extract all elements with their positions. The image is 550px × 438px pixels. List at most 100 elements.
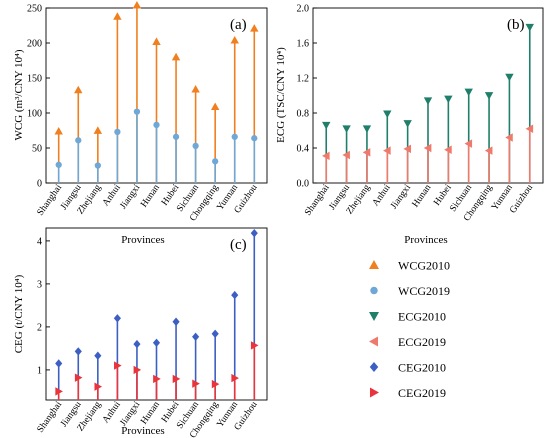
panel-a-label: (a) — [230, 17, 247, 33]
y-tick-label: 50 — [32, 144, 42, 155]
marker-ceg2010 — [211, 329, 219, 338]
marker-ecg2010 — [403, 120, 412, 128]
marker-ceg2019 — [133, 365, 142, 375]
marker-ecg2019 — [484, 146, 493, 155]
marker-ecg2019 — [342, 150, 350, 160]
x-tick-label: Hunan — [411, 183, 434, 210]
panel-c-label: (c) — [230, 237, 247, 253]
y-tick-label: 4 — [37, 236, 42, 247]
marker-wcg2019 — [94, 162, 101, 169]
marker-ecg2010 — [362, 125, 372, 133]
legend-item-ecg2010: ECG2010 — [369, 310, 446, 324]
y-tick-label: 0.0 — [297, 179, 310, 190]
marker-wcg2010 — [191, 85, 200, 93]
marker-ecg2019 — [423, 143, 432, 153]
y-tick-label: 2 — [37, 322, 42, 333]
x-tick-label: Hunan — [139, 183, 162, 210]
marker-ceg2010 — [172, 317, 180, 326]
x-tick-label: Hunan — [139, 400, 162, 427]
marker-wcg2010 — [132, 1, 142, 9]
marker-ecg2019 — [525, 124, 534, 133]
x-tick-label: Shanghai — [36, 400, 65, 435]
marker-ceg2019 — [114, 361, 122, 370]
marker-ecg2010 — [322, 121, 331, 130]
y-tick-label: 100 — [27, 109, 42, 120]
marker-ceg2019 — [192, 379, 200, 388]
legend-item-wcg2019: WCG2019 — [370, 284, 450, 298]
marker-ceg2010 — [94, 351, 102, 360]
x-tick-label: Jiangxi — [389, 183, 413, 212]
y-tick-label: 3 — [37, 279, 42, 290]
y-tick-label: 1 — [37, 365, 42, 376]
legend-label: WCG2010 — [398, 259, 450, 273]
marker-wcg2010 — [171, 52, 181, 61]
marker-ceg2019 — [231, 373, 239, 383]
marker-wcg2019 — [114, 128, 121, 136]
panel-a-xlabel: Provinces — [121, 234, 164, 246]
panel-b-xlabel: Provinces — [404, 234, 447, 246]
y-tick-label: 250 — [27, 4, 42, 15]
marker-wcg2010 — [250, 24, 259, 32]
y-tick-label: 0.8 — [297, 109, 310, 120]
chart-panel-a: (a) Provinces WCG (m³/CNY 10⁴) 0 50 100 150… — [13, 1, 268, 246]
marker-wcg2010 — [230, 36, 239, 44]
marker-ecg2019 — [505, 133, 513, 142]
legend-marker — [369, 312, 379, 321]
legend-label: ECG2019 — [398, 335, 446, 349]
marker-ceg2019 — [153, 374, 161, 384]
marker-wcg2010 — [210, 102, 220, 111]
y-tick-label: 0.4 — [297, 144, 310, 155]
legend-label: WCG2019 — [398, 284, 450, 298]
y-tick-label: 1.2 — [297, 74, 310, 85]
marker-wcg2010 — [93, 126, 103, 134]
legend-marker — [370, 286, 378, 295]
panel-c-ylabel: CEG (t/CNY 10⁴) — [13, 274, 25, 353]
panel-c-xlabel: Provinces — [121, 425, 164, 437]
chart-panel-b: (b) Provinces ECG (TSC/CNY 10⁴) 0.0 0.4 0.… — [275, 4, 544, 246]
marker-wcg2019 — [192, 142, 199, 150]
marker-ceg2019 — [211, 379, 220, 389]
marker-ceg2019 — [94, 382, 103, 391]
marker-ceg2010 — [133, 339, 141, 349]
marker-wcg2010 — [54, 127, 63, 135]
y-tick-label: 0 — [37, 179, 42, 190]
chart-legend: WCG2010 WCG2019 ECG2010 ECG2019 CEG2010 CEG20… — [369, 259, 450, 400]
legend-item-ceg2010: CEG2010 — [369, 361, 446, 375]
legend-label: CEG2010 — [398, 361, 446, 375]
legend-item-wcg2010: WCG2010 — [369, 259, 450, 273]
marker-wcg2019 — [251, 135, 258, 142]
marker-ceg2010 — [55, 359, 63, 368]
marker-ecg2019 — [383, 146, 391, 155]
marker-wcg2019 — [55, 161, 62, 168]
y-tick-label: 200 — [27, 39, 42, 50]
legend-marker — [369, 336, 378, 347]
marker-ceg2019 — [55, 387, 63, 396]
marker-wcg2019 — [133, 108, 141, 115]
legend-label: ECG2010 — [398, 310, 446, 324]
marker-ecg2010 — [464, 88, 473, 97]
marker-ecg2019 — [403, 144, 412, 154]
marker-wcg2010 — [74, 85, 83, 94]
marker-wcg2019 — [172, 133, 180, 140]
marker-ceg2010 — [74, 347, 82, 356]
marker-ecg2010 — [525, 23, 534, 32]
y-tick-label: 2.0 — [297, 4, 310, 15]
marker-ceg2010 — [152, 338, 161, 348]
panel-a-ylabel: WCG (m³/CNY 10⁴) — [13, 49, 25, 140]
legend-label: CEG2019 — [398, 386, 446, 400]
marker-ecg2010 — [423, 97, 433, 105]
legend-marker — [369, 260, 379, 269]
chart-panel-c: (c) Provinces CEG (t/CNY 10⁴) 1 2 3 4 Shangh… — [13, 227, 268, 438]
marker-ceg2019 — [172, 374, 181, 384]
marker-ceg2019 — [250, 341, 259, 350]
marker-ecg2019 — [464, 139, 473, 148]
legend-marker — [370, 387, 379, 398]
marker-wcg2019 — [212, 158, 219, 165]
marker-ceg2010 — [113, 314, 121, 323]
marker-wcg2010 — [113, 12, 122, 20]
marker-ecg2010 — [342, 125, 351, 133]
marker-ceg2010 — [250, 228, 258, 238]
marker-ecg2010 — [444, 95, 453, 104]
panel-b-ylabel: ECG (TSC/CNY 10⁴) — [275, 47, 287, 143]
